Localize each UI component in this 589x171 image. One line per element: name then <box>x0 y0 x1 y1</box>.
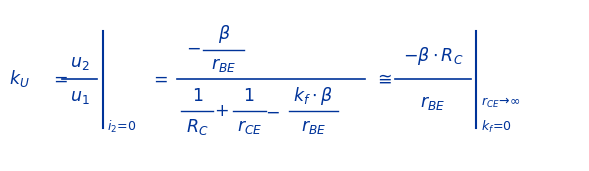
Text: $=$: $=$ <box>150 70 168 88</box>
Text: $r_{CE}$: $r_{CE}$ <box>237 117 262 136</box>
Text: $+$: $+$ <box>213 102 229 120</box>
Text: $r_{BE}$: $r_{BE}$ <box>421 94 445 112</box>
Text: $r_{CE}\!\to\!\infty$: $r_{CE}\!\to\!\infty$ <box>481 96 520 110</box>
Text: $1$: $1$ <box>243 87 255 105</box>
Text: $-$: $-$ <box>265 102 280 120</box>
Text: $i_2\!=\!0$: $i_2\!=\!0$ <box>107 119 137 135</box>
Text: $u_1$: $u_1$ <box>70 88 90 107</box>
Text: $k_f\!=\!0$: $k_f\!=\!0$ <box>481 119 512 135</box>
Text: $R_C$: $R_C$ <box>186 117 209 136</box>
Text: $u_2$: $u_2$ <box>70 54 90 72</box>
Text: $r_{BE}$: $r_{BE}$ <box>301 117 326 136</box>
Text: $-\beta \cdot R_C$: $-\beta \cdot R_C$ <box>403 45 463 67</box>
Text: $\beta$: $\beta$ <box>217 23 230 45</box>
Text: $k_f \cdot \beta$: $k_f \cdot \beta$ <box>293 85 333 107</box>
Text: $\cong$: $\cong$ <box>374 70 392 88</box>
Text: $=$: $=$ <box>50 70 68 88</box>
Text: $r_{BE}$: $r_{BE}$ <box>211 56 236 74</box>
Text: $k_U$: $k_U$ <box>9 68 29 89</box>
Text: $-$: $-$ <box>186 39 200 57</box>
Text: $1$: $1$ <box>191 87 203 105</box>
